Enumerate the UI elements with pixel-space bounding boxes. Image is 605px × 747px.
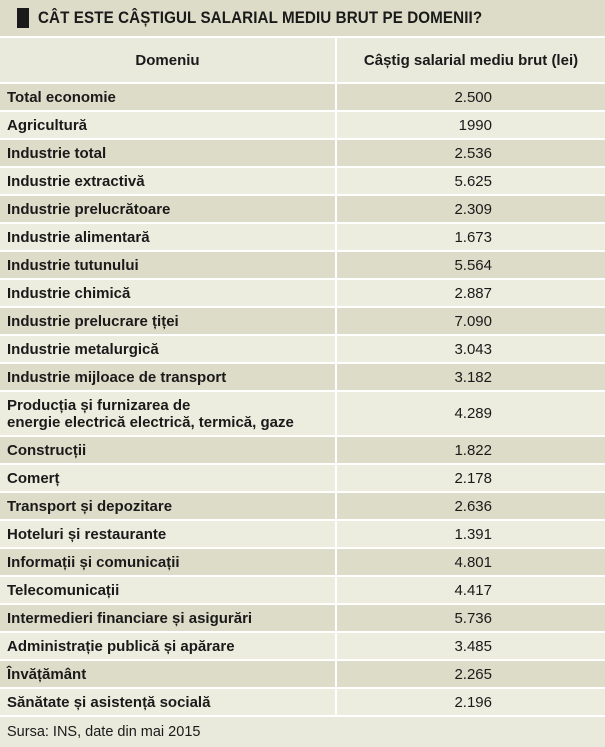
salary-cell: 2.887 [336,279,605,308]
column-header-salary: Câștig salarial mediu brut (lei) [336,38,605,84]
table-row: Industrie alimentară 1.673 [0,223,605,252]
salary-cell: 1.391 [336,520,605,549]
salary-cell: 2.178 [336,464,605,493]
salary-cell: 1990 [336,111,605,140]
domain-cell: Transport și depozitare [0,492,337,521]
domain-cell: Industrie mijloace de transport [0,363,337,392]
salary-cell: 1.822 [336,436,605,465]
page-title: CÂT ESTE CÂȘTIGUL SALARIAL MEDIU BRUT PE… [38,8,483,27]
table-row: Industrie total 2.536 [0,139,605,168]
table-row: Industrie metalurgică 3.043 [0,335,605,364]
salary-cell: 2.536 [336,139,605,168]
table-row: Telecomunicații 4.417 [0,576,605,605]
domain-cell: Industrie tutunului [0,251,337,280]
domain-cell: Total economie [0,83,337,112]
table-row: Hoteluri și restaurante 1.391 [0,520,605,549]
column-header-domain: Domeniu [0,38,337,84]
salary-table: Domeniu Câștig salarial mediu brut (lei)… [0,38,605,717]
domain-cell: Industrie extractivă [0,167,337,196]
domain-cell: Industrie chimică [0,279,337,308]
table-row: Administrație publică și apărare 3.485 [0,632,605,661]
salary-cell: 4.289 [336,391,605,437]
domain-cell: Construcții [0,436,337,465]
table-row: Industrie tutunului 5.564 [0,251,605,280]
table-row: Comerț 2.178 [0,464,605,493]
table-row: Sănătate și asistență socială 2.196 [0,688,605,717]
table-row: Industrie extractivă 5.625 [0,167,605,196]
domain-cell: Hoteluri și restaurante [0,520,337,549]
salary-cell: 2.196 [336,688,605,717]
salary-cell: 3.182 [336,363,605,392]
domain-cell: Intermedieri financiare și asigurări [0,604,337,633]
domain-cell: Comerț [0,464,337,493]
domain-cell: Telecomunicații [0,576,337,605]
salary-cell: 3.043 [336,335,605,364]
table-row: Agricultură 1990 [0,111,605,140]
table-row: Producția și furnizarea de energie elect… [0,391,605,437]
salary-cell: 4.417 [336,576,605,605]
domain-cell: Informații și comunicații [0,548,337,577]
salary-cell: 5.625 [336,167,605,196]
table-row: Industrie chimică 2.887 [0,279,605,308]
domain-cell: Industrie metalurgică [0,335,337,364]
salary-cell: 4.801 [336,548,605,577]
source-note: Sursa: INS, date din mai 2015 [0,717,605,747]
salary-cell: 2.500 [336,83,605,112]
table-row: Învățământ 2.265 [0,660,605,689]
domain-cell: Producția și furnizarea de energie elect… [0,391,337,437]
salary-cell: 1.673 [336,223,605,252]
domain-cell: Industrie total [0,139,337,168]
salary-cell: 5.564 [336,251,605,280]
domain-cell: Sănătate și asistență socială [0,688,337,717]
table-row: Industrie prelucrătoare 2.309 [0,195,605,224]
salary-cell: 2.636 [336,492,605,521]
domain-cell: Industrie prelucrare țiței [0,307,337,336]
domain-cell: Învățământ [0,660,337,689]
table-row: Total economie 2.500 [0,83,605,112]
table-row: Transport și depozitare 2.636 [0,492,605,521]
table-row: Construcții 1.822 [0,436,605,465]
salary-cell: 3.485 [336,632,605,661]
domain-cell: Industrie alimentară [0,223,337,252]
table-row: Intermedieri financiare și asigurări 5.73… [0,604,605,633]
salary-cell: 2.309 [336,195,605,224]
table-row: Informații și comunicații 4.801 [0,548,605,577]
table-row: Industrie mijloace de transport 3.182 [0,363,605,392]
salary-cell: 2.265 [336,660,605,689]
title-marker [17,8,29,28]
title-bar: CÂT ESTE CÂȘTIGUL SALARIAL MEDIU BRUT PE… [0,0,605,38]
salary-cell: 7.090 [336,307,605,336]
domain-cell: Agricultură [0,111,337,140]
table-header-row: Domeniu Câștig salarial mediu brut (lei) [0,38,605,84]
domain-cell: Administrație publică și apărare [0,632,337,661]
domain-cell: Industrie prelucrătoare [0,195,337,224]
salary-cell: 5.736 [336,604,605,633]
table-row: Industrie prelucrare țiței 7.090 [0,307,605,336]
